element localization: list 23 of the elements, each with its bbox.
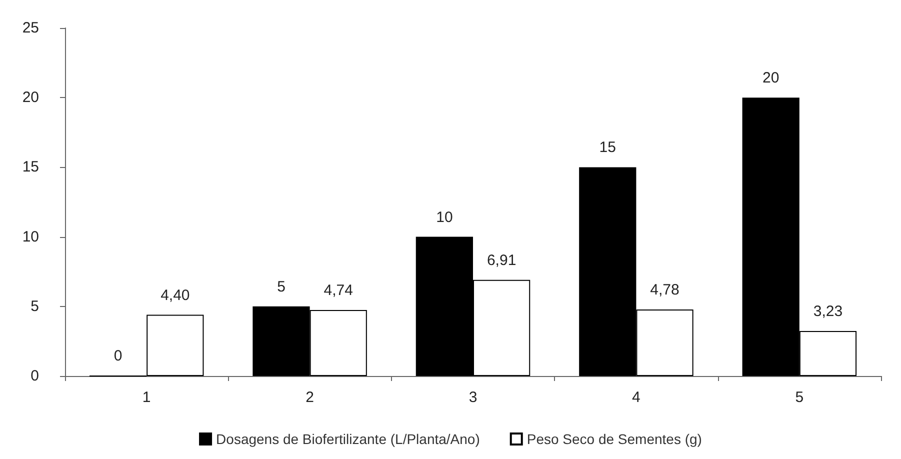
y-tick-label: 10 xyxy=(22,228,39,246)
y-tick-label: 0 xyxy=(30,368,39,384)
x-tick-label: 1 xyxy=(142,389,151,406)
data-label: 3,23 xyxy=(813,303,843,320)
data-label: 4,78 xyxy=(650,281,680,298)
data-label: 15 xyxy=(599,139,616,156)
data-label: 4,74 xyxy=(324,282,353,300)
data-label: 0 xyxy=(114,348,122,364)
x-tick-label: 4 xyxy=(632,389,640,406)
legend-label: Peso Seco de Sementes (g) xyxy=(526,431,702,447)
y-tick-label: 15 xyxy=(22,158,39,176)
data-label: 5 xyxy=(277,278,286,296)
data-label: 4,40 xyxy=(160,286,190,304)
y-tick-label: 25 xyxy=(22,20,39,36)
data-label: 20 xyxy=(762,70,780,87)
data-label: 6,91 xyxy=(486,252,516,269)
y-tick-label: 5 xyxy=(30,298,39,315)
x-tick-label: 5 xyxy=(795,389,804,406)
data-label: 10 xyxy=(436,208,453,226)
legend-label: Dosagens de Biofertilizante (L/Planta/Ano) xyxy=(216,431,480,447)
x-tick-label: 2 xyxy=(306,389,314,406)
x-tick-label: 3 xyxy=(468,389,478,406)
y-tick-label: 20 xyxy=(22,89,39,106)
